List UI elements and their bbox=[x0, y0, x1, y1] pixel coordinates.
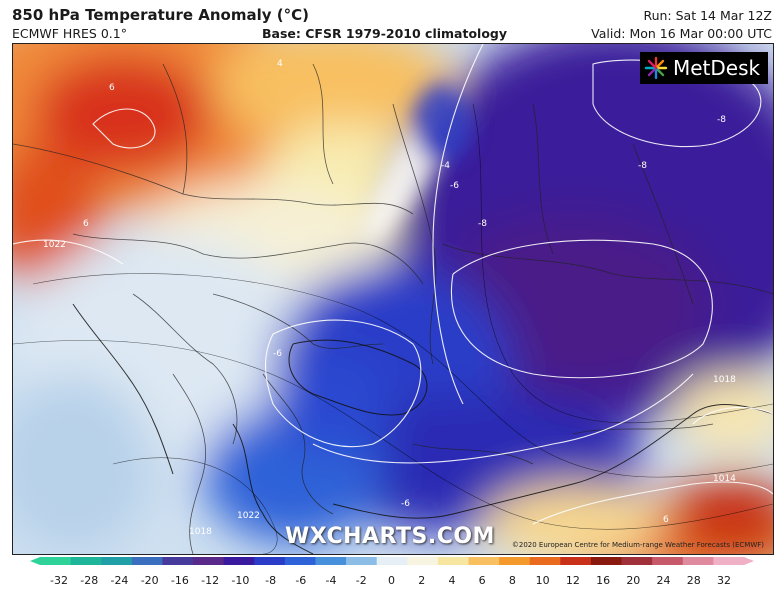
colorbar-tick-label: -2 bbox=[356, 574, 367, 587]
contour-label: 6 bbox=[83, 219, 89, 229]
colorbar-segment bbox=[346, 557, 378, 565]
watermark: WXCHARTS.COM bbox=[285, 524, 495, 549]
colorbar-segment bbox=[560, 557, 592, 565]
colorbar-segment bbox=[652, 557, 684, 565]
contour-label: 6 bbox=[109, 83, 115, 93]
contour-label: -6 bbox=[273, 349, 282, 359]
colorbar-tick-label: -24 bbox=[110, 574, 128, 587]
metdesk-sun-icon bbox=[644, 56, 668, 80]
colorbar-tick-label: -28 bbox=[80, 574, 98, 587]
colorbar-tick-label: 2 bbox=[418, 574, 425, 587]
colorbar-segment bbox=[193, 557, 225, 565]
colorbar-segment bbox=[254, 557, 286, 565]
colorbar-max-arrow bbox=[744, 557, 754, 565]
colorbar-tick-label: 24 bbox=[657, 574, 671, 587]
contour-label: 6 bbox=[663, 515, 669, 525]
colorbar-tick-label: -12 bbox=[201, 574, 219, 587]
copyright-notice: ©2020 European Centre for Medium-range W… bbox=[511, 541, 764, 549]
colorbar-tick-label: 32 bbox=[717, 574, 731, 587]
contour-label: -8 bbox=[638, 161, 647, 171]
temperature-anomaly-map: 6 -4 -6 -8 -8 -8 1022 6 -6 1018 1014 6 -… bbox=[13, 44, 773, 554]
contour-label: 1014 bbox=[713, 474, 736, 484]
colorbar-segment bbox=[437, 557, 470, 565]
colorbar-tick-label: 12 bbox=[566, 574, 580, 587]
colorbar-segment bbox=[621, 557, 653, 565]
colorbar-segment bbox=[713, 557, 745, 565]
contour-label: 4 bbox=[277, 59, 283, 69]
contour-label: -4 bbox=[441, 161, 450, 171]
colorbar-tick-label: -4 bbox=[326, 574, 337, 587]
run-time: Run: Sat 14 Mar 12Z bbox=[643, 8, 772, 23]
climatology-label: Base: CFSR 1979-2010 climatology bbox=[262, 26, 508, 41]
colorbar-tick-label: -10 bbox=[231, 574, 249, 587]
colorbar-segment bbox=[284, 557, 316, 565]
logo-text: MetDesk bbox=[673, 56, 761, 80]
metdesk-logo: MetDesk bbox=[640, 52, 768, 84]
model-label: ECMWF HRES 0.1° bbox=[12, 26, 127, 41]
contour-label: 1018 bbox=[713, 375, 736, 385]
colorbar-tick-label: 20 bbox=[626, 574, 640, 587]
colorbar-tick-label: 16 bbox=[596, 574, 610, 587]
contour-label: 1022 bbox=[43, 240, 66, 250]
contour-label: -8 bbox=[717, 115, 726, 125]
colorbar-segment bbox=[407, 557, 439, 565]
colorbar-tick-label: -16 bbox=[171, 574, 189, 587]
colorbar-segments bbox=[40, 557, 745, 565]
colorbar-tick-label: -20 bbox=[141, 574, 159, 587]
colorbar-tick-label: 10 bbox=[536, 574, 550, 587]
colorbar-tick-label: 28 bbox=[687, 574, 701, 587]
chart-title: 850 hPa Temperature Anomaly (°C) bbox=[12, 6, 309, 24]
colorbar-segment bbox=[223, 557, 255, 565]
colorbar-segment bbox=[40, 557, 72, 565]
colorbar-tick-label: -8 bbox=[265, 574, 276, 587]
coastlines bbox=[72, 303, 773, 554]
colorbar: -32 -28 -24 -20 -16 -12 -10 -8 -6 -4 -2 0 2 4 6 8 10 12 16… bbox=[30, 557, 754, 587]
colorbar-ticks: -32 -28 -24 -20 -16 -12 -10 -8 -6 -4 -2 0 2 4 6 8 10 12 16… bbox=[50, 574, 731, 587]
colorbar-segment bbox=[682, 557, 714, 565]
colorbar-segment bbox=[131, 557, 163, 565]
colorbar-tick-label: 4 bbox=[448, 574, 455, 587]
colorbar-tick-label: 8 bbox=[509, 574, 516, 587]
colorbar-tick-label: 0 bbox=[388, 574, 395, 587]
colorbar-segment bbox=[590, 557, 623, 565]
colorbar-segment bbox=[529, 557, 561, 565]
contour-label: 1022 bbox=[237, 511, 260, 521]
colorbar-tick-label: 6 bbox=[479, 574, 486, 587]
colorbar-tick-label: -6 bbox=[295, 574, 306, 587]
contour-label: -6 bbox=[450, 181, 459, 191]
colorbar-segment bbox=[468, 557, 500, 565]
colorbar-tick-label: -32 bbox=[50, 574, 68, 587]
contour-label: -8 bbox=[478, 219, 487, 229]
colorbar-segment bbox=[101, 557, 133, 565]
temperature-contours bbox=[13, 44, 773, 525]
country-borders bbox=[13, 63, 773, 554]
map-panel: 6 -4 -6 -8 -8 -8 1022 6 -6 1018 1014 6 -… bbox=[12, 43, 774, 555]
contour-label: -6 bbox=[401, 499, 410, 509]
contour-labels: 6 -4 -6 -8 -8 -8 1022 6 -6 1018 1014 6 -… bbox=[43, 59, 736, 537]
colorbar-segment bbox=[162, 557, 194, 565]
colorbar-segment bbox=[70, 557, 102, 565]
colorbar-segment bbox=[376, 557, 408, 565]
valid-time: Valid: Mon 16 Mar 00:00 UTC bbox=[591, 26, 772, 41]
colorbar-segment bbox=[315, 557, 347, 565]
contour-label: 1018 bbox=[189, 527, 212, 537]
colorbar-segment bbox=[499, 557, 531, 565]
colorbar-min-arrow bbox=[30, 557, 40, 565]
